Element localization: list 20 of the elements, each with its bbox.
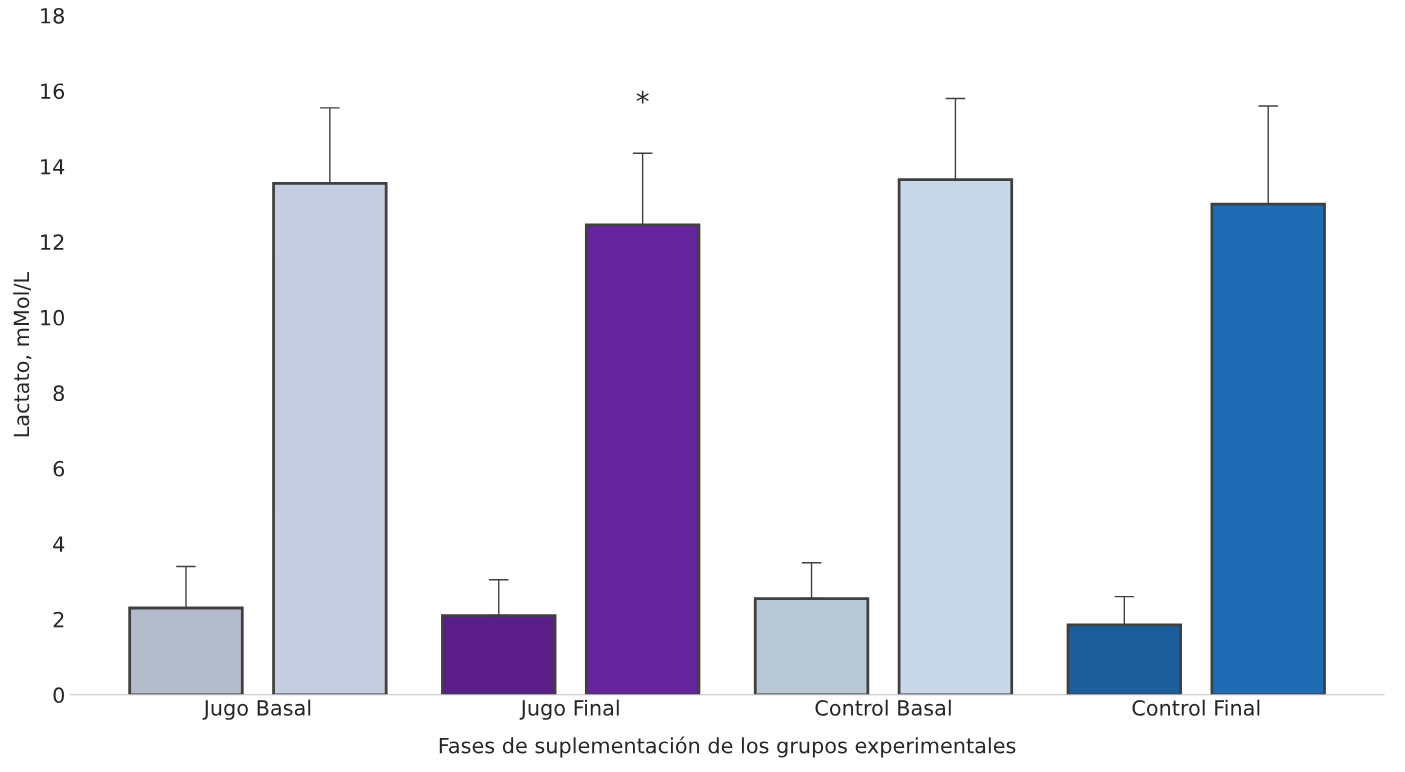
y-tick-label: 14 bbox=[41, 159, 65, 175]
y-tick-label: 0 bbox=[53, 687, 65, 704]
x-tick-label: Jugo Final bbox=[519, 699, 619, 720]
y-tick-label: 12 bbox=[41, 234, 64, 250]
y-tick-label: 16 bbox=[41, 83, 65, 100]
y-tick-label: 6 bbox=[53, 460, 65, 477]
y-tick-label: 4 bbox=[53, 536, 65, 552]
x-tick-label: Jugo Basal bbox=[202, 699, 311, 720]
y-tick-label: 10 bbox=[41, 309, 65, 326]
y-tick-label: 2 bbox=[53, 611, 64, 628]
y-axis-title: Lactato, mMol/L bbox=[13, 272, 32, 437]
bar bbox=[584, 223, 701, 695]
x-tick-label: Control Final bbox=[1132, 699, 1260, 716]
bar bbox=[1066, 623, 1183, 695]
y-tick-label: 8 bbox=[53, 385, 64, 402]
y-tick-label: 18 bbox=[41, 7, 64, 24]
x-axis-title: Fases de suplementación de los grupos experimentales bbox=[439, 736, 1016, 758]
annotation: * bbox=[636, 90, 649, 104]
bar bbox=[1210, 202, 1326, 695]
x-tick-label: Control Basal bbox=[815, 699, 951, 716]
